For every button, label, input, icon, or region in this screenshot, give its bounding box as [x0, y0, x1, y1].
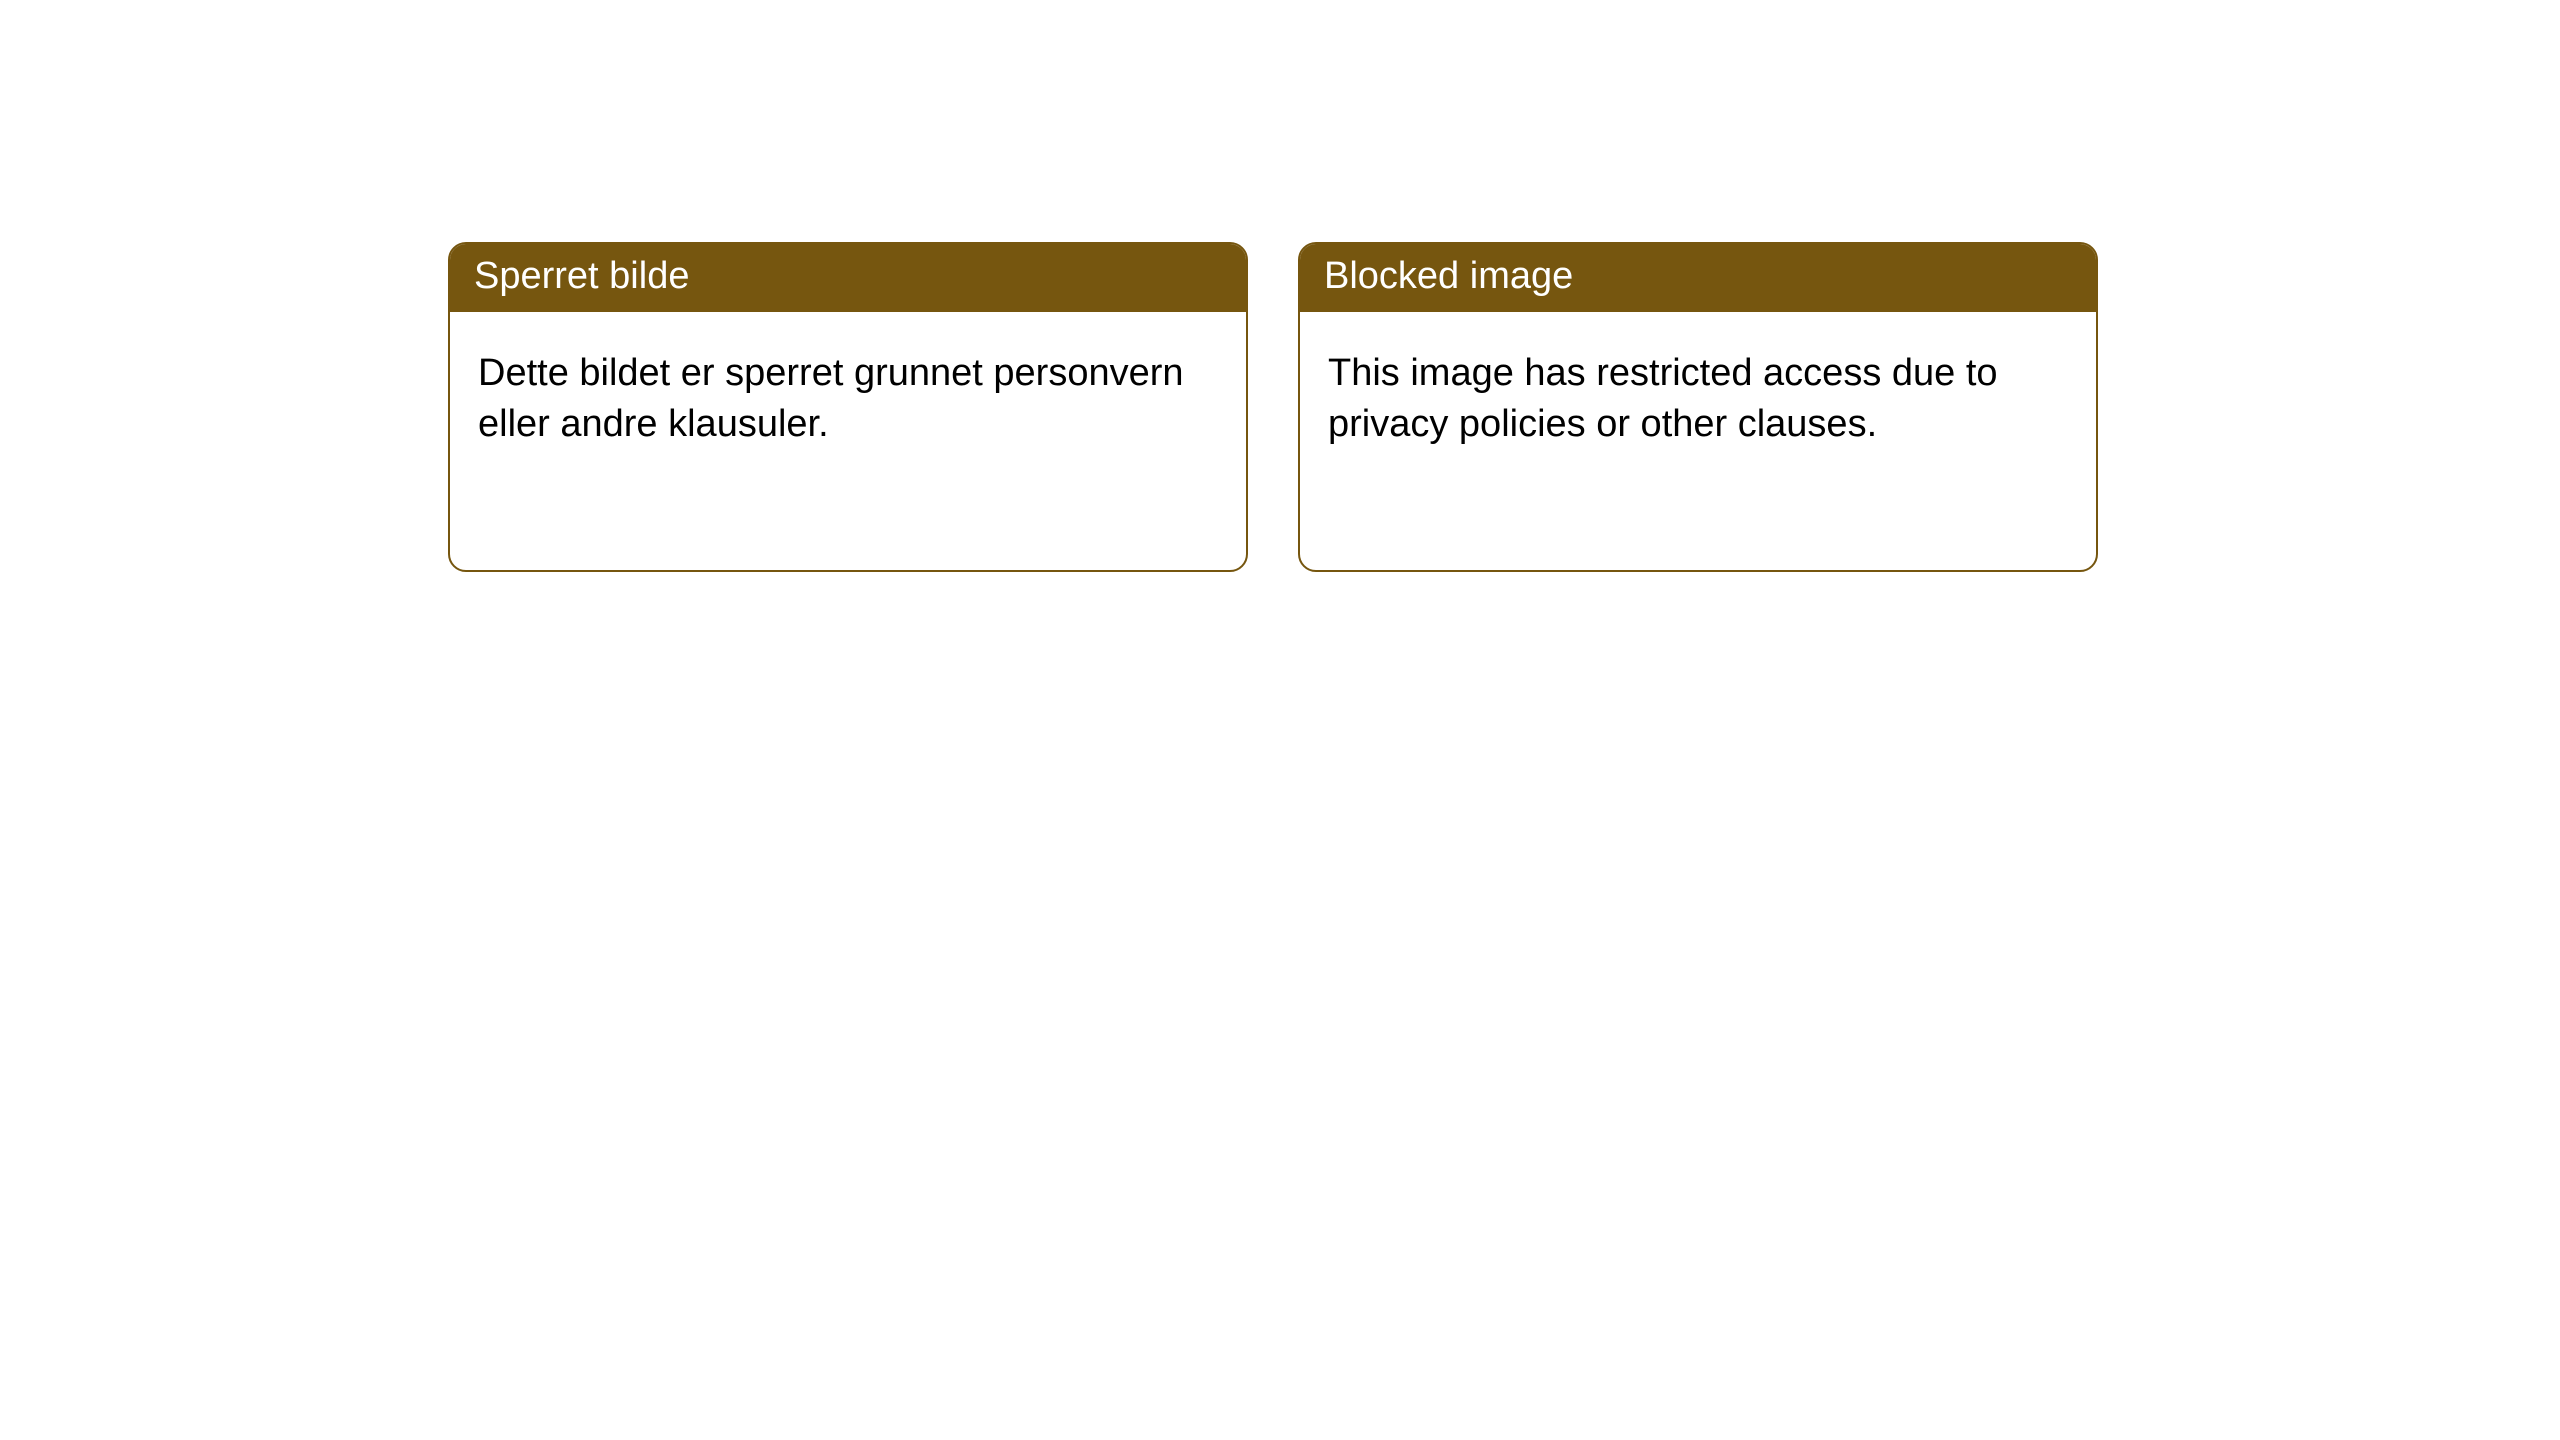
- notice-title: Sperret bilde: [450, 244, 1246, 312]
- notice-body: Dette bildet er sperret grunnet personve…: [450, 312, 1246, 471]
- notice-title: Blocked image: [1300, 244, 2096, 312]
- notice-box-english: Blocked image This image has restricted …: [1298, 242, 2098, 572]
- notice-container: Sperret bilde Dette bildet er sperret gr…: [0, 0, 2560, 572]
- notice-box-norwegian: Sperret bilde Dette bildet er sperret gr…: [448, 242, 1248, 572]
- notice-body: This image has restricted access due to …: [1300, 312, 2096, 471]
